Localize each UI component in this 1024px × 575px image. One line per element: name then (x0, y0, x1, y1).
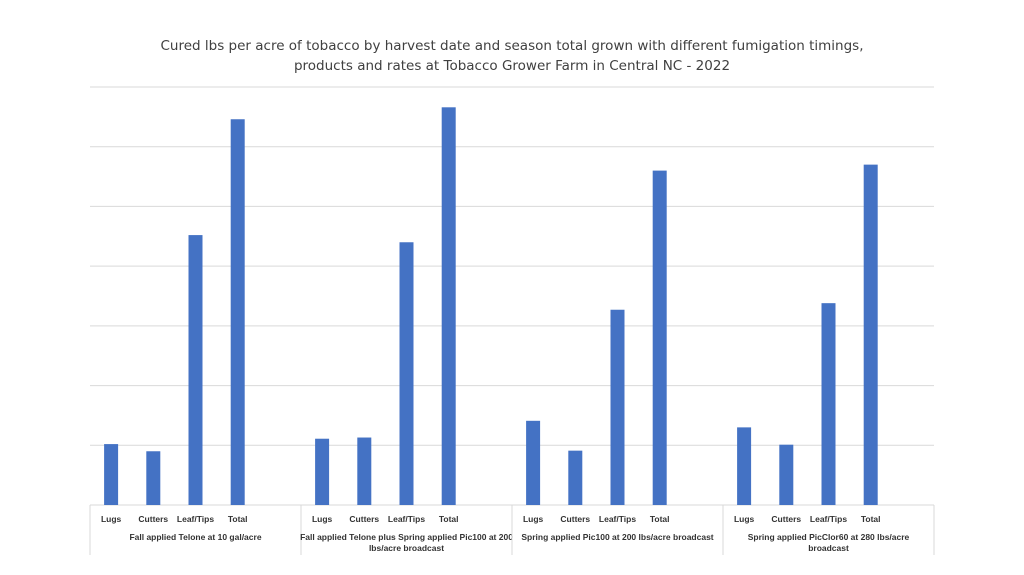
bar (568, 450, 583, 505)
category-tick-label: Leaf/Tips (599, 514, 636, 524)
bar (526, 420, 541, 505)
category-tick-label: Total (861, 514, 881, 524)
category-tick-label: Cutters (138, 514, 168, 524)
category-tick-label: Cutters (349, 514, 379, 524)
category-tick-label: Lugs (101, 514, 122, 524)
category-tick-label: Lugs (734, 514, 755, 524)
category-tick-label: Total (439, 514, 459, 524)
group-label: Fall applied Telone plus Spring applied … (300, 532, 513, 542)
category-tick-label: Leaf/Tips (810, 514, 847, 524)
category-tick-label: Total (650, 514, 670, 524)
bar (230, 119, 245, 505)
category-tick-label: Leaf/Tips (388, 514, 425, 524)
bar (104, 444, 119, 505)
group-label: Spring applied PicClor60 at 280 lbs/acre (748, 532, 910, 542)
bar (146, 451, 161, 505)
bar (652, 170, 667, 505)
bar (315, 438, 330, 505)
bar (863, 164, 878, 505)
category-tick-label: Cutters (771, 514, 801, 524)
bar (188, 235, 203, 505)
bar (399, 242, 414, 505)
group-label: Fall applied Telone at 10 gal/acre (129, 532, 261, 542)
group-label: broadcast (808, 543, 849, 553)
category-tick-label: Lugs (312, 514, 333, 524)
category-tick-label: Lugs (523, 514, 544, 524)
category-tick-label: Leaf/Tips (177, 514, 214, 524)
bar (441, 107, 456, 505)
bar (610, 309, 625, 505)
chart-title-line-1: Cured lbs per acre of tobacco by harvest… (160, 38, 864, 54)
bar (357, 437, 372, 505)
bar (821, 303, 836, 505)
group-label: Spring applied Pic100 at 200 lbs/acre br… (521, 532, 713, 542)
group-label: lbs/acre broadcast (369, 543, 444, 553)
category-tick-label: Total (228, 514, 248, 524)
bar (737, 427, 752, 505)
chart-title-line-2: products and rates at Tobacco Grower Far… (293, 58, 731, 74)
bar (779, 444, 794, 505)
category-tick-label: Cutters (560, 514, 590, 524)
